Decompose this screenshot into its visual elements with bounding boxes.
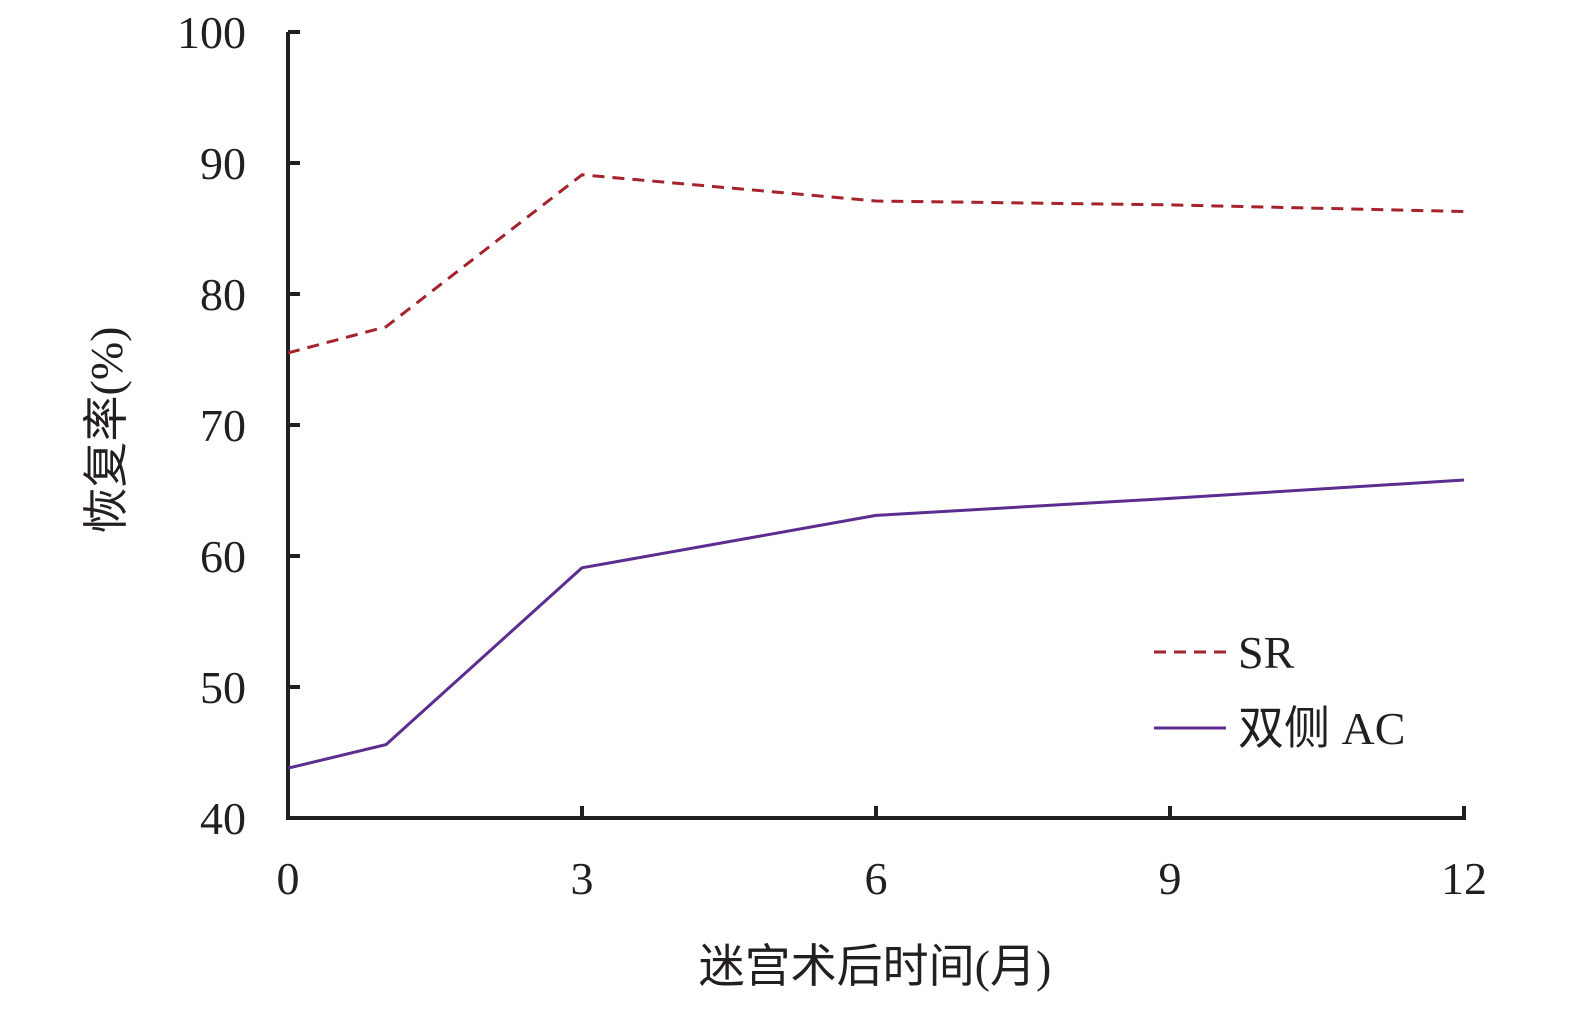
x-tick-label: 9 bbox=[1159, 853, 1182, 904]
series-lines bbox=[288, 175, 1464, 768]
y-tick-label: 50 bbox=[200, 662, 246, 713]
x-axis-title: 迷宫术后时间(月) bbox=[699, 941, 1052, 992]
y-tick-label: 100 bbox=[177, 7, 246, 58]
y-tick-label: 90 bbox=[200, 138, 246, 189]
y-axis-title: 恢复率(%) bbox=[81, 327, 132, 534]
y-tick-label: 60 bbox=[200, 531, 246, 582]
legend-label-1: 双侧 AC bbox=[1238, 703, 1405, 754]
legend-label-0: SR bbox=[1238, 627, 1295, 678]
x-tick-label: 6 bbox=[865, 853, 888, 904]
y-tick-label: 40 bbox=[200, 793, 246, 844]
x-tick-label: 12 bbox=[1441, 853, 1487, 904]
y-tick-label: 70 bbox=[200, 400, 246, 451]
series-line-0 bbox=[288, 175, 1464, 353]
x-tick-label: 0 bbox=[277, 853, 300, 904]
axes: 40 50 60 70 80 90 100 0 3 6 9 12 bbox=[177, 7, 1487, 904]
legend: SR 双侧 AC bbox=[1154, 627, 1405, 754]
y-tick-label: 80 bbox=[200, 269, 246, 320]
x-tick-label: 3 bbox=[571, 853, 594, 904]
